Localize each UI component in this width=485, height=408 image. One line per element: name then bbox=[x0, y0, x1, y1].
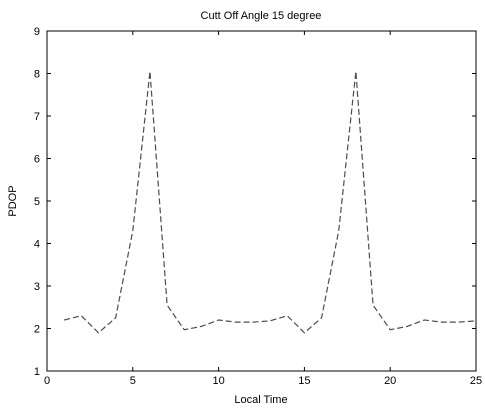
data-point bbox=[81, 315, 82, 316]
series-layer bbox=[64, 71, 477, 334]
data-point bbox=[252, 322, 253, 323]
data-point bbox=[441, 322, 442, 323]
x-axis: 0 5 10 15 20 25 bbox=[44, 31, 482, 387]
x-tick-label: 25 bbox=[470, 375, 482, 387]
data-point bbox=[475, 320, 476, 321]
y-axis-label: PDOP bbox=[7, 185, 19, 216]
y-tick-label: 4 bbox=[34, 239, 40, 251]
x-tick-label: 20 bbox=[384, 375, 396, 387]
data-point bbox=[201, 326, 202, 327]
y-tick-label: 3 bbox=[34, 281, 40, 293]
data-point bbox=[132, 230, 133, 231]
data-point bbox=[287, 315, 288, 316]
data-point bbox=[304, 332, 305, 333]
data-point bbox=[269, 320, 270, 321]
data-point bbox=[458, 322, 459, 323]
plot-area-frame bbox=[46, 30, 477, 372]
x-tick-label: 0 bbox=[44, 375, 50, 387]
chart-title: Cutt Off Angle 15 degree bbox=[201, 10, 322, 22]
y-tick-label: 1 bbox=[34, 366, 40, 378]
data-point bbox=[372, 305, 373, 306]
x-axis-label: Local Time bbox=[234, 394, 287, 406]
data-point bbox=[184, 329, 185, 330]
data-point bbox=[355, 71, 356, 72]
data-point bbox=[149, 71, 150, 72]
data-point bbox=[338, 230, 339, 231]
pdop-series-line bbox=[64, 71, 477, 334]
x-tick-label: 10 bbox=[212, 375, 224, 387]
data-point bbox=[167, 305, 168, 306]
data-point bbox=[218, 319, 219, 320]
y-tick-label: 9 bbox=[34, 26, 40, 38]
y-tick-label: 2 bbox=[34, 324, 40, 336]
x-tick-label: 5 bbox=[130, 375, 136, 387]
data-point bbox=[98, 332, 99, 333]
y-tick-label: 7 bbox=[34, 111, 40, 123]
data-point bbox=[424, 319, 425, 320]
y-tick-label: 6 bbox=[34, 154, 40, 166]
data-point bbox=[321, 317, 322, 318]
y-axis: 1 2 3 4 5 6 7 8 9 bbox=[34, 26, 476, 378]
data-point bbox=[407, 326, 408, 327]
data-point bbox=[390, 329, 391, 330]
y-tick-label: 5 bbox=[34, 196, 40, 208]
x-tick-label: 15 bbox=[298, 375, 310, 387]
data-point bbox=[235, 322, 236, 323]
data-point bbox=[115, 317, 116, 318]
data-point bbox=[64, 319, 65, 320]
y-tick-label: 8 bbox=[34, 69, 40, 81]
